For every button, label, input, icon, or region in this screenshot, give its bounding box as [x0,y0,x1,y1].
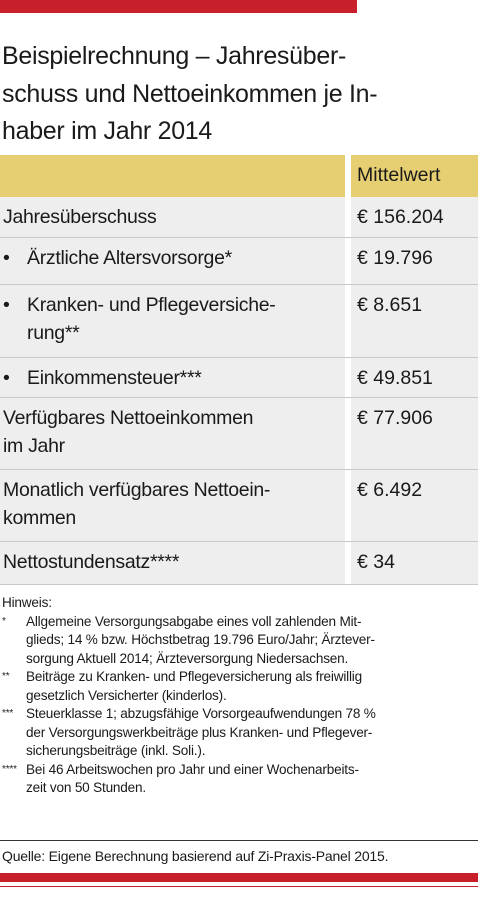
label-line: Einkommensteuer*** [27,367,202,389]
label-cell: • Kranken- und Pflegeversiche-rung** [0,285,345,357]
note-line: gesetzlich Versicherter (kinderlos). [26,687,227,703]
label-cell: • Ärztliche Altersvorsorge* [0,238,345,284]
bullet: • [3,294,10,316]
value-cell: € 19.796 [345,238,478,284]
bullet-label: • Kranken- und Pflegeversiche-rung** [3,291,341,347]
note-item: **** Bei 46 Arbeitswochen pro Jahr und ei… [2,761,476,798]
label-lines: Kranken- und Pflegeversiche-rung** [27,291,276,347]
label-cell: • Einkommensteuer*** [0,358,345,397]
note-line: Steuerklasse 1; abzugsfähige Vorsorgeauf… [26,706,376,721]
label-line: Nettostundensatz**** [3,551,180,573]
note-marker: *** [2,708,14,719]
table-row: • Kranken- und Pflegeversiche-rung** € 8.6… [0,285,478,358]
note-line: glieds; 14 % bzw. Höchstbetrag 19.796 Eu… [26,632,375,647]
label-cell: Monatlich verfügbares Nettoein-kommen [0,470,345,541]
value-cell: € 8.651 [345,285,478,357]
top-bar [0,0,357,13]
value-cell: € 77.906 [345,398,478,469]
note-line: Bei 46 Arbeitswochen pro Jahr und einer … [26,761,359,777]
label-lines: Ärztliche Altersvorsorge* [27,244,232,272]
table-row: • Einkommensteuer*** € 49.851 [0,358,478,398]
note-line: Beiträge zu Kranken- und Pflegeversicher… [26,669,362,684]
note-marker: ** [2,671,10,682]
table-row: • Ärztliche Altersvorsorge* € 19.796 [0,238,478,285]
value-cell: € 6.492 [345,470,478,541]
title-line: Beispielrechnung – Jahresüber- [2,42,346,70]
label-line: Monatlich verfügbares Nettoein- [3,479,271,501]
note-marker: **** [2,763,17,775]
value-cell: € 34 [345,542,478,584]
notes-heading: Hinweis: [2,595,52,610]
header-cell [0,155,345,197]
separator [0,840,478,841]
table: Mittelwert Jahresüberschuss € 156.204 • Ärzt… [0,155,478,585]
header-cell: Mittelwert [345,155,478,197]
note-line: zeit von 50 Stunden. [26,780,146,795]
note-text: Bei 46 Arbeitswochen pro Jahr und einer … [26,761,359,798]
table-row: Monatlich verfügbares Nettoein-kommen € 6… [0,470,478,542]
table-row: Nettostundensatz**** € 34 [0,542,478,585]
label-line: Verfügbares Nettoeinkommen [3,407,254,429]
label-cell: Jahresüberschuss [0,197,345,237]
title-line: schuss und Nettoeinkommen je In- [2,79,378,108]
label-line: kommen [3,507,76,529]
header-row: Mittelwert [0,155,478,197]
bottom-line [0,886,478,887]
label-cell: Nettostundensatz**** [0,542,345,584]
table-row: Verfügbares Nettoeinkommen im Jahr € 77.90… [0,398,478,470]
value-cell: € 156.204 [345,197,478,237]
table-row: Jahresüberschuss € 156.204 [0,197,478,238]
label-line: Kranken- und Pflegeversiche- [27,294,276,316]
bullet: • [3,247,10,269]
note-item: * Allgemeine Versorgungsabgabe eines voll… [2,613,476,669]
source: Quelle: Eigene Berechnung basierend auf … [2,848,389,864]
note-line: sicherungsbeiträge (inkl. Soli.). [26,743,206,758]
title: Beispielrechnung – Jahresüber-schuss und… [2,38,378,151]
bullet: • [3,367,10,389]
note-line: der Versorgungswerkbeiträge plus Kranken… [26,724,373,740]
note-item: ** Beiträge zu Kranken- und Pflegeversich… [2,668,476,705]
note-line: Allgemeine Versorgungsabgabe eines voll … [26,613,362,629]
note-text: Beiträge zu Kranken- und Pflegeversicher… [26,668,362,705]
bullet-label: • Einkommensteuer*** [3,364,341,392]
bottom-bar [0,873,478,882]
title-line: haber im Jahr 2014 [2,117,213,145]
note-line: sorgung Aktuell 2014; Ärzteversorgung Ni… [26,650,349,666]
notes: Hinweis: * Allgemeine Versorgungsabgabe ei… [2,594,476,798]
note-text: Allgemeine Versorgungsabgabe eines voll … [26,613,375,669]
label-line: rung** [27,322,80,344]
label-line: Jahresüberschuss [3,206,157,228]
note-marker: * [2,615,6,627]
label-line: im Jahr [3,435,65,457]
label-line: Ärztliche Altersvorsorge* [27,247,232,269]
value-cell: € 49.851 [345,358,478,397]
note-item: *** Steuerklasse 1; abzugsfähige Vorsorge… [2,705,476,761]
note-text: Steuerklasse 1; abzugsfähige Vorsorgeauf… [26,705,376,761]
label-cell: Verfügbares Nettoeinkommen im Jahr [0,398,345,469]
bullet-label: • Ärztliche Altersvorsorge* [3,244,341,272]
label-lines: Einkommensteuer*** [27,364,202,392]
